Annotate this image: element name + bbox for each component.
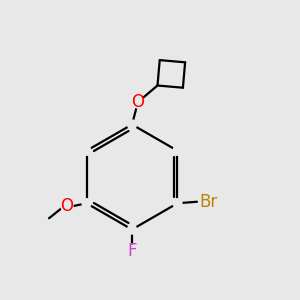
Circle shape xyxy=(82,146,91,155)
Circle shape xyxy=(82,199,91,208)
Circle shape xyxy=(173,199,182,208)
Circle shape xyxy=(61,200,73,212)
Text: O: O xyxy=(131,93,145,111)
Circle shape xyxy=(127,245,137,256)
Text: F: F xyxy=(127,242,137,260)
Circle shape xyxy=(132,96,144,108)
Circle shape xyxy=(128,120,136,129)
Circle shape xyxy=(173,146,182,155)
Circle shape xyxy=(128,225,136,234)
Text: Br: Br xyxy=(200,193,218,211)
Circle shape xyxy=(201,193,218,210)
Text: O: O xyxy=(61,197,74,215)
